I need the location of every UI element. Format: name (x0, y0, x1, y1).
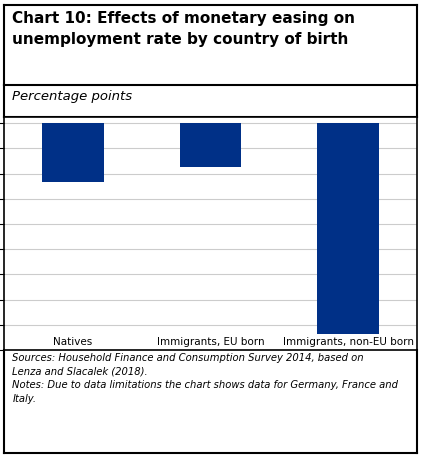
Text: Percentage points: Percentage points (13, 90, 133, 103)
Text: Immigrants, EU born: Immigrants, EU born (157, 338, 264, 347)
Bar (42, 123, 104, 182)
Text: Sources: Household Finance and Consumption Survey 2014, based on
Lenza and Slaca: Sources: Household Finance and Consumpti… (13, 353, 398, 404)
Text: Natives: Natives (53, 338, 93, 347)
Bar (180, 123, 242, 167)
Bar (317, 123, 379, 334)
Text: Chart 10: Effects of monetary easing on
unemployment rate by country of birth: Chart 10: Effects of monetary easing on … (13, 11, 355, 47)
Text: Immigrants, non-EU born: Immigrants, non-EU born (282, 338, 413, 347)
